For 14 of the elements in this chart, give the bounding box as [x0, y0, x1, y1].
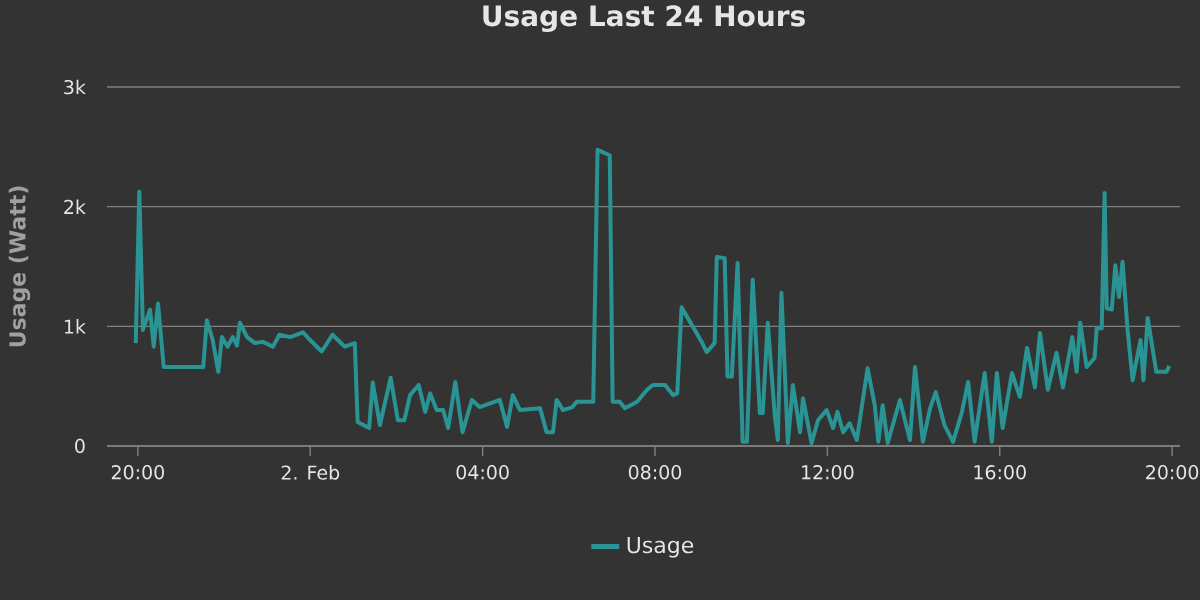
chart-title: Usage Last 24 Hours — [483, 5, 805, 33]
y-tick-label: 1k — [64, 319, 86, 334]
x-tick-label: 12:00 — [802, 465, 854, 480]
legend-label: Usage — [627, 536, 694, 558]
x-tick-label: 20:00 — [1146, 465, 1199, 480]
x-tick-label: 2. Feb — [281, 465, 340, 480]
y-tick-label: 0 — [75, 438, 85, 454]
x-tick-label: 04:00 — [456, 465, 509, 480]
y-tick-label: 2k — [64, 199, 86, 214]
x-tick-label: 16:00 — [974, 465, 1026, 480]
x-tick-label: 20:00 — [111, 465, 164, 480]
y-tick-label: 3k — [64, 79, 86, 95]
x-tick-label: 08:00 — [628, 465, 682, 480]
y-axis-title: Usage (Watt) — [8, 186, 31, 347]
